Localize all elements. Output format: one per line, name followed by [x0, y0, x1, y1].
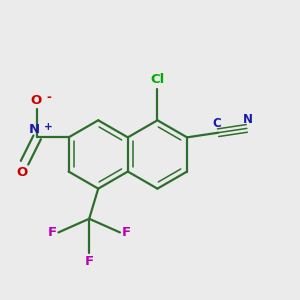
Text: F: F: [48, 226, 57, 239]
Text: F: F: [122, 226, 130, 239]
Text: +: +: [44, 122, 52, 132]
Text: O: O: [30, 94, 41, 107]
Text: N: N: [243, 113, 253, 126]
Text: Cl: Cl: [150, 74, 165, 86]
Text: N: N: [28, 123, 40, 136]
Text: O: O: [16, 166, 27, 179]
Text: F: F: [85, 255, 94, 268]
Text: C: C: [212, 117, 221, 130]
Text: -: -: [46, 91, 51, 104]
